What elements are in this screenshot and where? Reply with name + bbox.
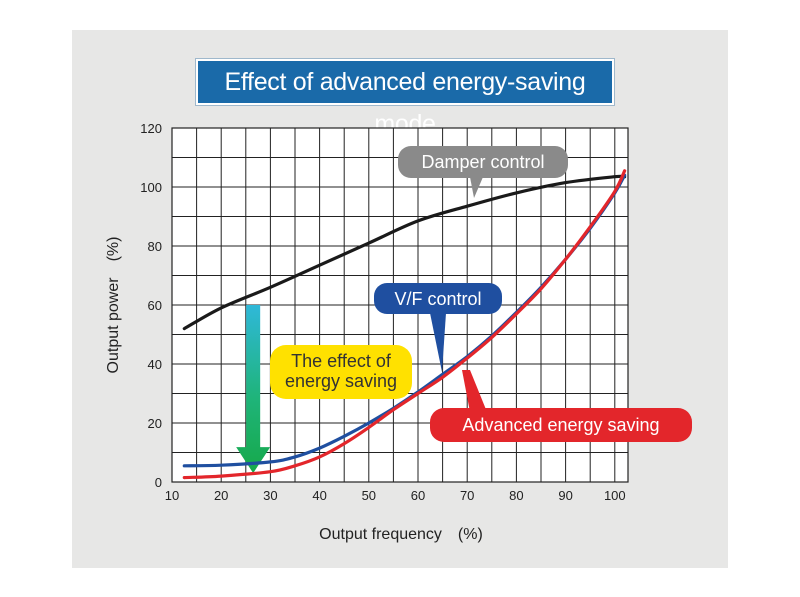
tick-labels: 10 20 30 40 50 60 70 80 90 100 0 20 40 60 80 100 120 [140,121,625,503]
x-tick-label: 70 [460,488,474,503]
x-axis-title: Output frequency (%) [319,526,483,543]
y-tick-label: 100 [140,180,162,195]
x-tick-label: 90 [558,488,572,503]
advanced-energy-saving-label: Advanced energy saving [462,415,659,435]
down-arrow [236,305,271,474]
advanced-energy-saving-line [182,169,627,480]
y-tick-label: 40 [148,357,162,372]
x-tick-label: 60 [411,488,425,503]
series-lines [182,169,627,480]
energy-saving-effect-callout: The effect of energy saving [270,345,412,399]
x-tick-label: 50 [362,488,376,503]
effect-line-1: The effect of [291,351,392,371]
y-tick-label: 120 [140,121,162,136]
x-tick-label: 20 [214,488,228,503]
plot-frame [171,127,629,483]
advanced-energy-saving-callout: Advanced energy saving [430,370,692,442]
y-axis-title: Output power (%) [105,237,122,374]
y-tick-label: 60 [148,298,162,313]
y-tick-label: 20 [148,416,162,431]
x-tick-label: 40 [312,488,326,503]
x-tick-label: 30 [263,488,277,503]
vf-control-callout: V/F control [374,283,502,372]
x-tick-label: 100 [604,488,626,503]
damper-control-line [182,174,627,331]
y-tick-label: 80 [148,239,162,254]
vf-control-label: V/F control [394,289,481,309]
y-tick-label: 0 [155,475,162,490]
damper-control-callout: Damper control [398,146,568,198]
x-tick-label: 80 [509,488,523,503]
callouts: Damper control V/F control The effect of… [270,146,692,442]
effect-line-2: energy saving [285,371,397,391]
x-tick-label: 10 [165,488,179,503]
damper-control-label: Damper control [421,152,544,172]
energy-saving-arrow [236,305,271,474]
